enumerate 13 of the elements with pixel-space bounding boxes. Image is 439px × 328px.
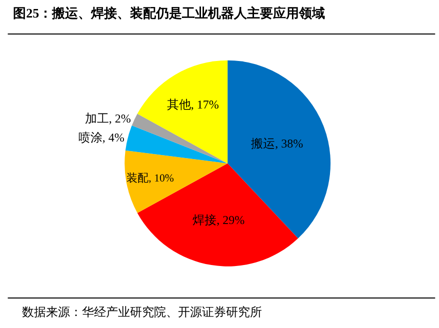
pie-slice xyxy=(137,163,298,266)
slice-label: 装配, 10% xyxy=(126,172,174,185)
slice-label: 搬运, 38% xyxy=(251,136,304,151)
slice-label: 喷涂, 4% xyxy=(78,130,124,144)
pie-slice xyxy=(137,60,228,164)
pie-slice xyxy=(124,150,228,213)
pie-slice xyxy=(125,125,228,164)
chart-title: 图25：搬运、焊接、装配仍是工业机器人主要应用领域 xyxy=(13,5,326,20)
slice-label: 焊接, 29% xyxy=(192,213,245,228)
pie-slice xyxy=(132,114,228,164)
slice-label: 加工, 2% xyxy=(84,111,131,126)
source-note: 数据来源：华经产业研究院、开源证券研究所 xyxy=(22,305,262,319)
slice-label: 其他, 17% xyxy=(166,98,219,112)
